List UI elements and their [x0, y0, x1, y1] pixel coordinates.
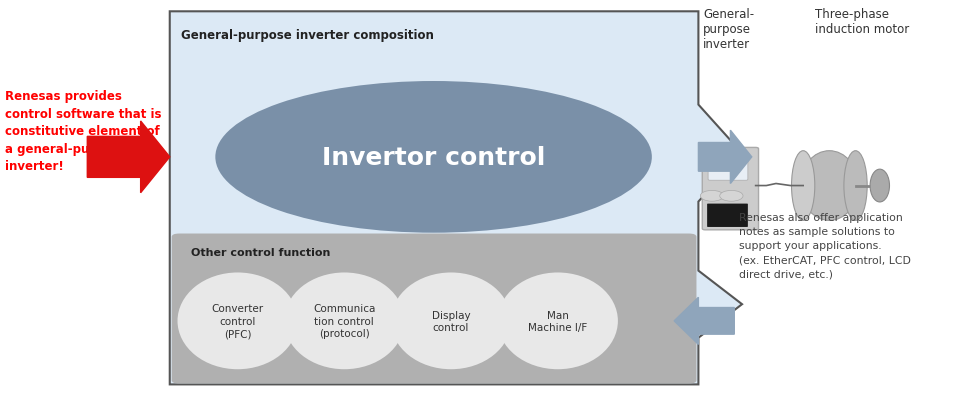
- Text: Other control function: Other control function: [191, 247, 330, 257]
- Polygon shape: [170, 12, 741, 384]
- Text: Display
control: Display control: [431, 310, 470, 332]
- FancyBboxPatch shape: [707, 155, 747, 181]
- Ellipse shape: [791, 151, 814, 221]
- Text: Renesas provides
control software that is
constitutive element of
a general-purp: Renesas provides control software that i…: [5, 90, 161, 173]
- Text: Renesas also offer application
notes as sample solutions to
support your applica: Renesas also offer application notes as …: [738, 213, 910, 279]
- Text: Converter
control
(PFC): Converter control (PFC): [211, 304, 264, 338]
- Text: Three-phase
induction motor: Three-phase induction motor: [814, 8, 908, 36]
- Ellipse shape: [869, 170, 889, 202]
- Ellipse shape: [284, 273, 404, 369]
- FancyBboxPatch shape: [172, 234, 696, 384]
- FancyArrow shape: [698, 131, 751, 184]
- Ellipse shape: [215, 82, 651, 233]
- Ellipse shape: [391, 273, 511, 369]
- Ellipse shape: [700, 191, 723, 202]
- Text: General-
purpose
inverter: General- purpose inverter: [703, 8, 754, 51]
- Ellipse shape: [177, 273, 297, 369]
- Text: Communica
tion control
(protocol): Communica tion control (protocol): [313, 304, 375, 338]
- FancyArrow shape: [673, 298, 734, 344]
- Text: General-purpose inverter composition: General-purpose inverter composition: [181, 29, 434, 42]
- Ellipse shape: [843, 151, 866, 221]
- FancyBboxPatch shape: [702, 148, 758, 230]
- FancyArrow shape: [87, 121, 170, 193]
- Ellipse shape: [719, 191, 742, 202]
- Ellipse shape: [497, 273, 617, 369]
- FancyBboxPatch shape: [706, 204, 747, 227]
- Ellipse shape: [799, 151, 858, 221]
- Text: Man
Machine I/F: Man Machine I/F: [527, 310, 587, 332]
- Text: Invertor control: Invertor control: [322, 146, 545, 169]
